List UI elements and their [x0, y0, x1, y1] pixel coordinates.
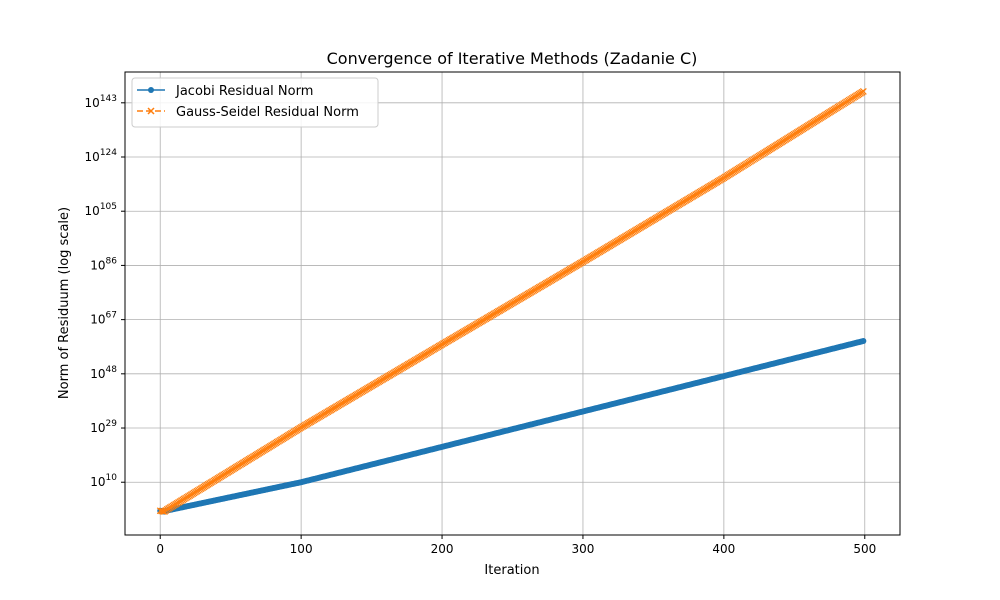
- x-tick-label: 200: [431, 542, 454, 556]
- series-gauss-seidel: [156, 87, 867, 516]
- data-point: [859, 87, 867, 95]
- legend-jacobi-marker: [148, 87, 154, 93]
- plot-series: [156, 87, 867, 516]
- x-axis-title: Iteration: [484, 563, 539, 578]
- legend-gauss-seidel-label: Gauss-Seidel Residual Norm: [176, 105, 359, 120]
- data-point: [860, 338, 867, 345]
- legend-gauss-seidel-marker: [147, 107, 155, 115]
- plot-frame: [124, 71, 901, 536]
- chart-title: Convergence of Iterative Methods (Zadani…: [327, 49, 698, 68]
- x-tick-label: 300: [572, 542, 595, 556]
- x-axis-ticks: 0 100 200 300 400 500: [156, 535, 876, 556]
- legend: Jacobi Residual Norm Gauss-Seidel Residu…: [131, 77, 379, 128]
- grid-lines: [125, 72, 900, 535]
- y-axis-title: Norm of Residuum (log scale): [57, 207, 72, 399]
- x-tick-label: 100: [290, 542, 313, 556]
- x-tick-label: 500: [853, 542, 876, 556]
- x-tick-label: 400: [712, 542, 735, 556]
- x-tick-label: 0: [156, 542, 164, 556]
- legend-jacobi-label: Jacobi Residual Norm: [175, 84, 313, 99]
- legend-box: [131, 77, 379, 128]
